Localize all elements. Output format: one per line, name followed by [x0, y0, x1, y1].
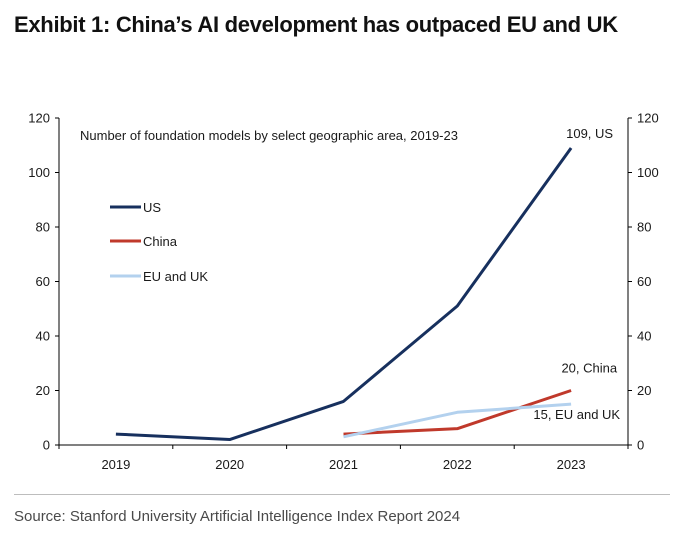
exhibit-title: Exhibit 1: China’s AI development has ou…: [14, 12, 618, 37]
y-tick-label-left: 20: [36, 383, 50, 398]
y-tick-label-left: 0: [43, 438, 50, 453]
y-tick-label-right: 100: [637, 165, 659, 180]
y-tick-label-left: 120: [28, 111, 50, 126]
annotation-us: 109, US: [566, 126, 613, 141]
annotation-eu-uk: 15, EU and UK: [533, 407, 620, 422]
divider: [14, 494, 670, 495]
series-line-china: [343, 389, 572, 436]
chart-title: Number of foundation models by select ge…: [80, 128, 458, 143]
y-tick-label-right: 40: [637, 329, 651, 344]
y-tick-label-right: 0: [637, 438, 644, 453]
x-tick-label: 2022: [443, 457, 472, 472]
x-tick-label: 2019: [101, 457, 130, 472]
legend-label: China: [143, 234, 178, 249]
y-tick-label-left: 40: [36, 329, 50, 344]
y-tick-label-left: 100: [28, 165, 50, 180]
x-tick-label: 2020: [215, 457, 244, 472]
annotation-china: 20, China: [561, 361, 617, 376]
y-tick-label-right: 120: [637, 111, 659, 126]
x-tick-label: 2021: [329, 457, 358, 472]
legend-label: EU and UK: [143, 269, 208, 284]
y-tick-label-left: 60: [36, 274, 50, 289]
x-tick-label: 2023: [557, 457, 586, 472]
series-line-eu-and-uk: [343, 402, 572, 439]
y-tick-label-right: 60: [637, 274, 651, 289]
source-note: Source: Stanford University Artificial I…: [14, 508, 461, 525]
series-line-us: [115, 147, 573, 442]
chart-container: 0 0 20 20 40 40 60 60 80 80 100 100 120 120 2019 2020 20…: [0, 100, 680, 480]
y-tick-label-right: 20: [637, 383, 651, 398]
y-tick-label-left: 80: [36, 220, 50, 235]
y-tick-label-right: 80: [637, 220, 651, 235]
legend-label: US: [143, 200, 161, 215]
